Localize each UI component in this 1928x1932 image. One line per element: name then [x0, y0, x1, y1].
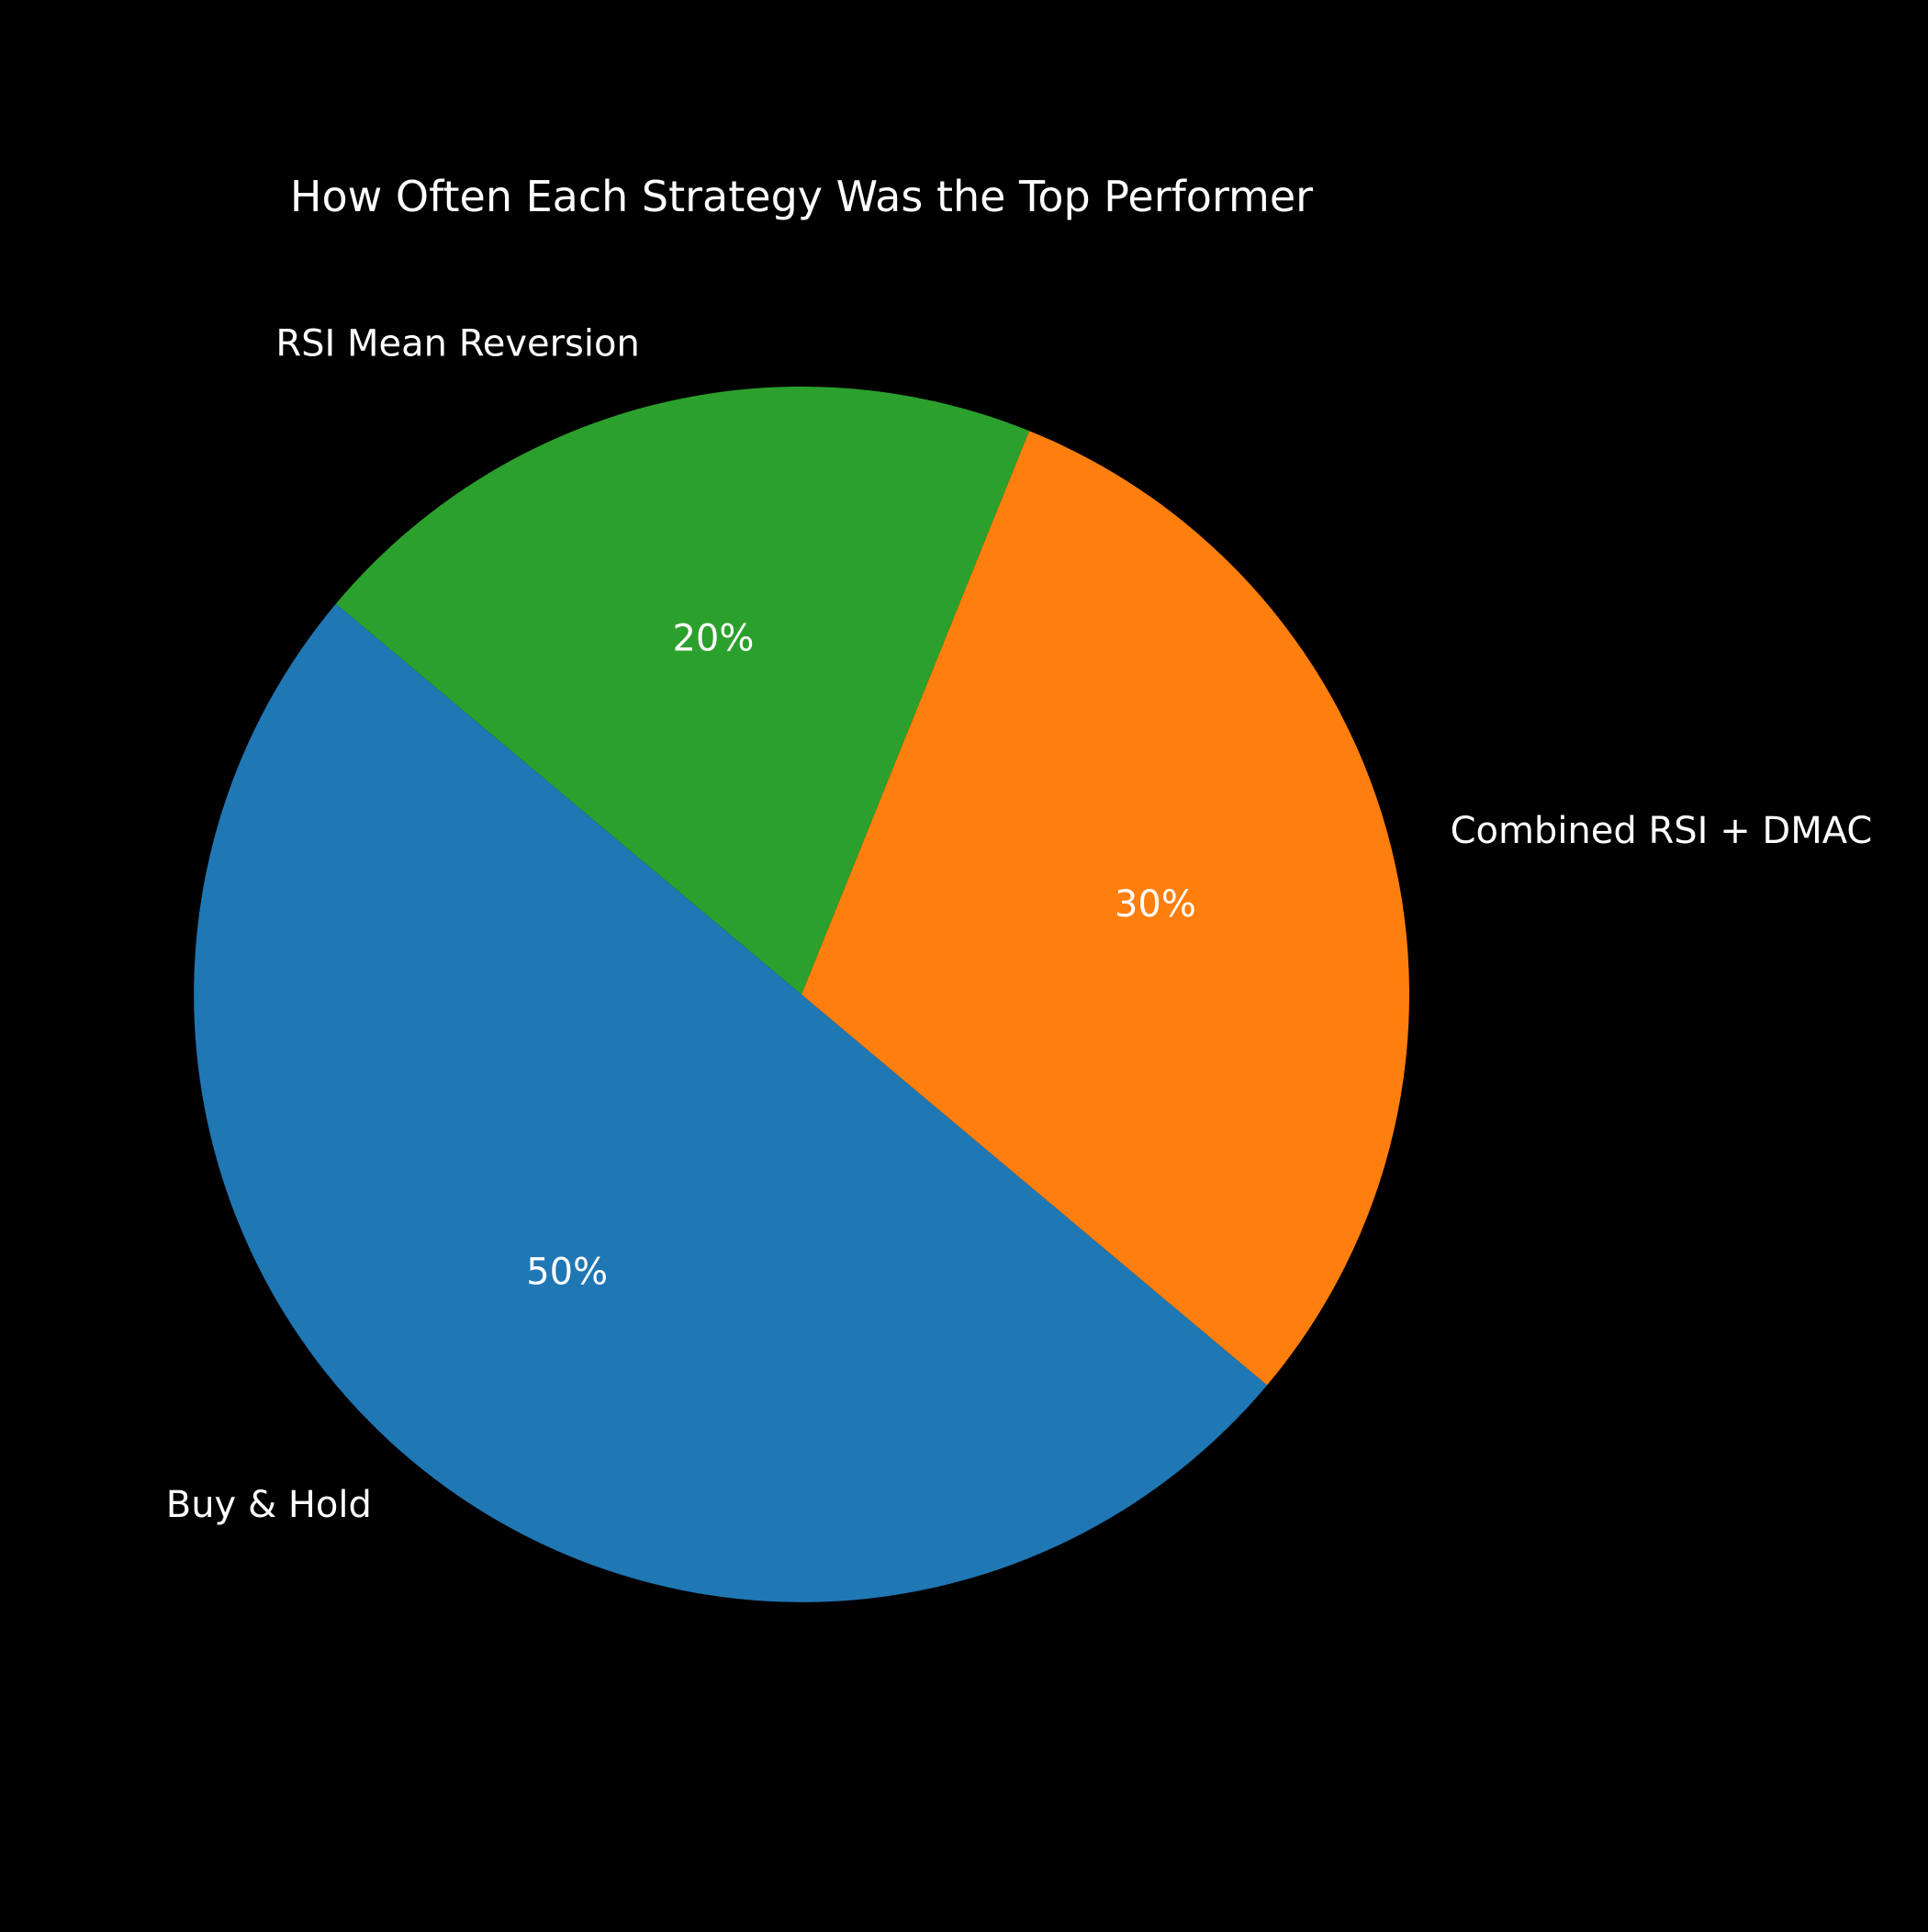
pie-slice-rsi-mean-reversion: [335, 386, 1029, 994]
slice-label-combined-rsi-dmac: Combined RSI + DMAC: [1451, 810, 1873, 852]
slice-label-buy-hold: Buy & Hold: [166, 1484, 372, 1526]
slice-percent-rsi-mean-reversion: 20%: [672, 618, 754, 660]
pie-slice-buy-hold: [194, 603, 1268, 1602]
pie-slices: [194, 386, 1410, 1602]
pie-slice-combined-rsi-dmac: [801, 431, 1410, 1386]
slice-label-rsi-mean-reversion: RSI Mean Reversion: [275, 322, 640, 365]
slice-percent-combined-rsi-dmac: 30%: [1115, 883, 1196, 926]
slice-percent-buy-hold: 50%: [526, 1251, 608, 1293]
pie-labels: Buy & Hold 50% Combined RSI + DMAC 30% RSI M…: [166, 322, 1873, 1525]
chart-title: How Often Each Strategy Was the Top Perf…: [290, 172, 1313, 221]
